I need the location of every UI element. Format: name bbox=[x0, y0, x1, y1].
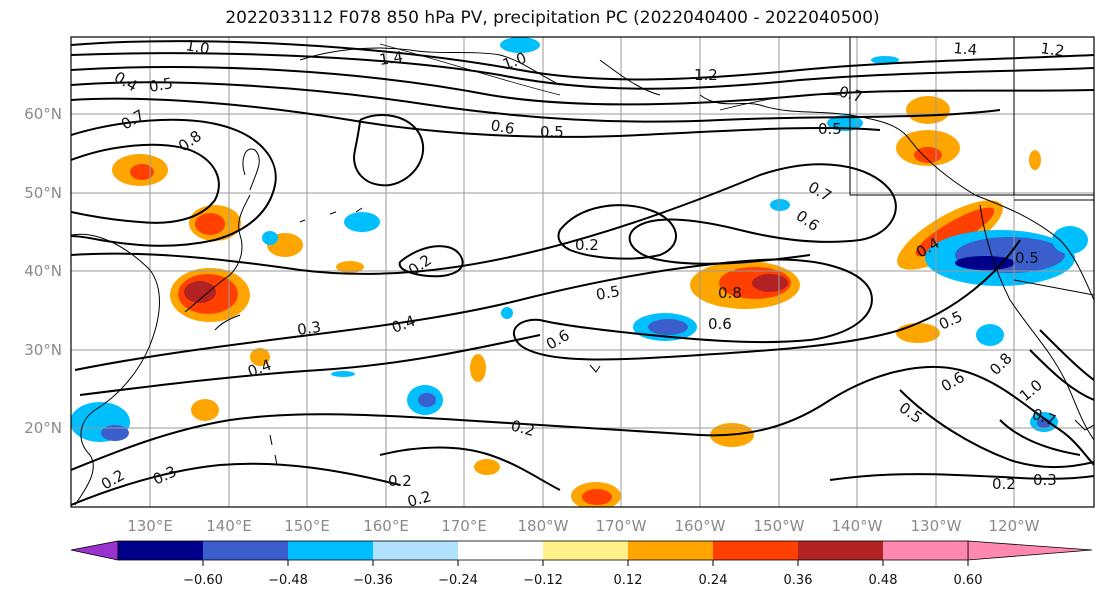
contour-label: 0.2 bbox=[575, 236, 599, 254]
lon-label: 180°W bbox=[518, 517, 569, 535]
lon-label: 160°E bbox=[363, 517, 409, 535]
precip-blob bbox=[184, 281, 216, 303]
colorbar-tick-label: −0.24 bbox=[438, 573, 478, 588]
colorbar-segment bbox=[628, 541, 713, 560]
lon-label: 150°E bbox=[284, 517, 330, 535]
lat-label: 20°N bbox=[24, 419, 62, 437]
colorbar-segment bbox=[373, 541, 458, 560]
lon-label: 140°W bbox=[832, 517, 883, 535]
precip-blob bbox=[648, 319, 688, 335]
pv-contours bbox=[71, 40, 1094, 506]
map-title: 2022033112 F078 850 hPa PV, precipitatio… bbox=[225, 8, 880, 28]
precip-blob bbox=[770, 199, 790, 211]
contour-label: 1.4 bbox=[953, 39, 978, 59]
contour-label: 0.2 bbox=[509, 416, 537, 440]
lon-label: 130°E bbox=[127, 517, 173, 535]
contour-label: 0.5 bbox=[540, 123, 564, 141]
coastlines bbox=[71, 37, 1094, 506]
contour-label: 0.5 bbox=[148, 74, 175, 96]
colorbar-ticks bbox=[202, 560, 969, 566]
precip-blob bbox=[582, 489, 612, 505]
lon-label: 160°W bbox=[675, 517, 726, 535]
lon-label: 130°W bbox=[911, 517, 962, 535]
precip-blob bbox=[250, 348, 270, 366]
lat-axis: 60°N 50°N 40°N 30°N 20°N bbox=[24, 105, 62, 437]
colorbar-tick-label: −0.48 bbox=[268, 573, 308, 588]
precip-blob bbox=[906, 96, 950, 124]
lon-label: 150°W bbox=[754, 517, 805, 535]
precip-blob bbox=[331, 371, 355, 377]
lat-label: 60°N bbox=[24, 105, 62, 123]
colorbar-tick-label: −0.12 bbox=[523, 573, 563, 588]
colorbar-segment bbox=[713, 541, 798, 560]
colorbar-segment bbox=[203, 541, 288, 560]
contour-label: 0.8 bbox=[718, 284, 742, 302]
colorbar-tick-label: −0.60 bbox=[183, 573, 223, 588]
lon-label: 120°W bbox=[989, 517, 1040, 535]
precip-blob bbox=[976, 324, 1004, 346]
contour-label: 0.6 bbox=[489, 116, 516, 138]
colorbar: −0.60 −0.48 −0.36 −0.24 −0.12 0.12 0.24 … bbox=[70, 540, 1093, 588]
colorbar-tick-label: 0.12 bbox=[614, 573, 643, 588]
contour-label: 1.0 bbox=[184, 36, 211, 58]
pv-thin-contours bbox=[379, 43, 841, 111]
graticule bbox=[71, 37, 1094, 507]
precip-blob bbox=[501, 307, 513, 319]
colorbar-segment bbox=[288, 541, 373, 560]
colorbar-segment bbox=[118, 541, 203, 560]
precip-blob bbox=[195, 213, 225, 235]
colorbar-tick-label: 0.48 bbox=[869, 573, 898, 588]
contour-label: 1.4 bbox=[378, 48, 404, 69]
colorbar-segment bbox=[883, 541, 968, 560]
lon-label: 140°E bbox=[206, 517, 252, 535]
contour-label: 1.2 bbox=[1039, 39, 1065, 60]
lat-label: 50°N bbox=[24, 184, 62, 202]
precip-blob bbox=[418, 393, 436, 407]
precip-blob bbox=[1029, 150, 1041, 170]
lat-label: 30°N bbox=[24, 341, 62, 359]
precip-blob bbox=[914, 147, 942, 163]
contour-label: 0.3 bbox=[1033, 471, 1057, 489]
colorbar-extend-min bbox=[70, 540, 119, 561]
colorbar-segment bbox=[458, 541, 543, 560]
lon-label: 170°W bbox=[596, 517, 647, 535]
colorbar-segment bbox=[543, 541, 628, 560]
colorbar-tick-label: 0.24 bbox=[699, 573, 728, 588]
contour-label: 0.2 bbox=[405, 487, 433, 511]
colorbar-tick-label: 0.60 bbox=[954, 573, 983, 588]
contour-label: 0.5 bbox=[818, 120, 842, 138]
precip-blob bbox=[344, 212, 380, 232]
precip-blob bbox=[262, 231, 278, 245]
precip-blob bbox=[191, 399, 219, 421]
precip-blob bbox=[827, 115, 863, 131]
precip-blob bbox=[896, 323, 940, 343]
colorbar-segment bbox=[798, 541, 883, 560]
colorbar-tick-label: 0.36 bbox=[784, 573, 813, 588]
precip-blob bbox=[871, 56, 899, 64]
lat-label: 40°N bbox=[24, 262, 62, 280]
lon-axis: 130°E 140°E 150°E 160°E 170°E 180°W 170°… bbox=[127, 517, 1039, 535]
contour-label: 0.6 bbox=[708, 315, 732, 333]
precip-blob bbox=[101, 425, 129, 441]
precip-blob bbox=[1052, 226, 1088, 254]
contour-label: 0.5 bbox=[1015, 249, 1039, 267]
contour-label: 1.2 bbox=[694, 66, 718, 84]
contour-label: 0.2 bbox=[992, 475, 1016, 493]
precip-blob bbox=[752, 274, 788, 292]
contour-label: 0.2 bbox=[388, 472, 412, 490]
precip-blob bbox=[500, 37, 540, 53]
contour-label: 0.5 bbox=[595, 282, 622, 304]
precip-blob bbox=[130, 164, 154, 180]
precip-blob bbox=[470, 354, 486, 382]
precip-blob bbox=[336, 261, 364, 273]
colorbar-extend-max bbox=[967, 540, 1093, 561]
lon-label: 170°E bbox=[441, 517, 487, 535]
contour-label: 0.7 bbox=[837, 82, 865, 106]
contour-label: 0.3 bbox=[296, 318, 322, 339]
precip-blob bbox=[474, 459, 500, 475]
colorbar-tick-label: −0.36 bbox=[353, 573, 393, 588]
